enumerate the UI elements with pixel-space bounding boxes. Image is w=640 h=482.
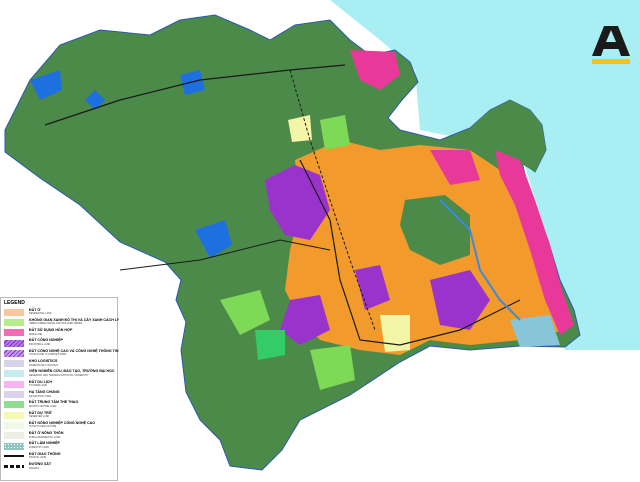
reserve-zone — [380, 315, 410, 352]
water-lake-4 — [85, 90, 105, 110]
legend-swatch — [4, 318, 24, 326]
peninsula-son-tra — [470, 100, 546, 172]
legend-swatch — [4, 360, 24, 368]
legend-label: ĐẤT SỬ DỤNG HỖN HỢP — [29, 328, 73, 333]
legend-sublabel: RESERVED LAND — [29, 415, 50, 419]
legend-label: ĐẤT GIAO THÔNG — [29, 451, 61, 456]
legend-label: ĐẤT Ở NÔNG THÔN — [29, 431, 64, 436]
legend-swatch — [4, 455, 24, 458]
legend-sublabel: RESIDENTIAL LAND — [29, 312, 52, 316]
legend-sublabel: WAREHOUSE LOGISTICS — [29, 363, 59, 367]
mixed-coast — [495, 150, 574, 335]
legend-label: HẠ TẦNG CHUNG — [29, 389, 60, 394]
legend-swatch — [4, 370, 24, 378]
legend-item: ĐẤT LÂM NGHIỆP FORESTRY LAND — [4, 441, 114, 451]
water-lake-3 — [195, 220, 232, 258]
industrial-south — [280, 295, 330, 345]
legend-item: ĐƯỜNG SẮT RAILWAY — [4, 461, 114, 471]
sports-zone — [255, 330, 285, 360]
legend-item: ĐẤT NÔNG NGHIỆP CÔNG NGHỆ CAO HI-TECH AGR… — [4, 420, 114, 430]
water-lake-2 — [30, 70, 62, 100]
highway-west — [119, 239, 331, 271]
brand-logo — [592, 26, 630, 64]
legend-item: ĐẤT CÔNG NGHIỆP INDUSTRIAL LAND — [4, 338, 114, 348]
legend-label: ĐẤT Ở — [29, 307, 41, 312]
legend-label: ĐẤT CÔNG NGHỆ CAO VÀ CÔNG NGHỆ THÔNG TIN — [29, 348, 119, 353]
highway-ring — [299, 159, 521, 346]
map-legend: LEGEND ĐẤT Ở RESIDENTIAL LAND KHÔNG GIAN X… — [0, 297, 119, 481]
legend-sublabel: MIXED USE — [29, 332, 43, 336]
legend-sublabel: INFRASTRUCTURE — [29, 394, 51, 398]
legend-item: ĐẤT SỬ DỤNG HỖN HỢP MIXED USE — [4, 328, 114, 338]
sea — [330, 0, 640, 350]
legend-sublabel: HI-TECH AND IT COMPLEX PARK — [29, 353, 67, 357]
mixed-north — [350, 50, 400, 90]
legend-label: ĐẤT CÔNG NGHIỆP — [29, 338, 63, 343]
legend-sublabel: INDUSTRIAL LAND — [29, 343, 51, 347]
legend-swatch — [4, 308, 24, 316]
legend-swatch — [4, 465, 24, 468]
legend-item: HẠ TẦNG CHUNG INFRASTRUCTURE — [4, 389, 114, 399]
legend-swatch — [4, 329, 24, 337]
green-south — [310, 345, 355, 390]
legend-sublabel: FORESTRY LAND — [29, 446, 49, 449]
legend-sublabel: RURAL RESIDENTIAL LAND — [29, 435, 61, 439]
legend-label: ĐẤT LÂM NGHIỆP — [29, 441, 60, 446]
legend-label: KHÔNG GIAN XANH ĐÔ THỊ VÀ CÂY XANH CÁCH … — [29, 317, 120, 322]
legend-item: ĐẤT TRUNG TÂM THỂ THAO SPORTS CENTRE LAND — [4, 400, 114, 410]
legend-sublabel: URBAN GREEN SPACE AND ISOLATED GREEN — [29, 322, 83, 326]
legend-item: ĐẤT DU LỊCH TOURISM LAND — [4, 379, 114, 389]
industrial-center — [430, 270, 490, 330]
highway-north — [44, 64, 346, 126]
legend-swatch — [4, 339, 24, 347]
water-lake-1 — [180, 70, 205, 95]
legend-item: ĐẤT CÔNG NGHỆ CAO VÀ CÔNG NGHỆ THÔNG TIN… — [4, 348, 118, 358]
river-han — [439, 199, 521, 321]
legend-swatch — [4, 380, 24, 388]
legend-label: KHO LOGISTICS — [29, 359, 58, 364]
legend-item: ĐẤT DỰ TRỮ RESERVED LAND — [4, 410, 114, 420]
reserve-north — [288, 115, 312, 142]
industrial-west — [265, 165, 330, 240]
legend-sublabel: SPORTS CENTRE LAND — [29, 404, 57, 408]
mixed-center — [430, 150, 480, 185]
legend-label: ĐẤT TRUNG TÂM THỂ THAO — [29, 400, 79, 405]
legend-title: LEGEND — [4, 300, 25, 306]
legend-swatch — [4, 442, 24, 450]
legend-swatch — [4, 432, 24, 440]
legend-item: ĐẤT Ở RESIDENTIAL LAND — [4, 307, 114, 317]
legend-label: ĐẤT DU LỊCH — [29, 379, 52, 384]
legend-item: KHÔNG GIAN XANH ĐÔ THỊ VÀ CÂY XANH CÁCH … — [4, 317, 119, 327]
legend-item: VIỆN NGHIÊN CỨU, ĐÀO TẠO, TRƯỜNG ĐẠI HỌC… — [4, 369, 115, 379]
legend-sublabel: TRAFFIC LAND — [29, 456, 47, 460]
research-zone — [510, 315, 560, 347]
legend-swatch — [4, 349, 24, 357]
legend-sublabel: RAILWAY — [29, 466, 40, 470]
green-north — [320, 115, 350, 150]
legend-swatch — [4, 421, 24, 429]
railway — [289, 69, 376, 331]
green-west — [220, 290, 270, 335]
legend-swatch — [4, 391, 24, 399]
legend-label: VIỆN NGHIÊN CỨU, ĐÀO TẠO, TRƯỜNG ĐẠI HỌC — [29, 369, 115, 374]
legend-item: ĐẤT Ở NÔNG THÔN RURAL RESIDENTIAL LAND — [4, 431, 114, 441]
legend-sublabel: RESEARCH AND TRAINING INSTITUTE, UNIVERS… — [29, 373, 89, 377]
legend-item: ĐẤT GIAO THÔNG TRAFFIC LAND — [4, 451, 114, 461]
legend-label: ĐƯỜNG SẮT — [29, 462, 52, 466]
legend-swatch — [4, 411, 24, 419]
legend-swatch — [4, 401, 24, 409]
legend-sublabel: TOURISM LAND — [29, 384, 48, 388]
legend-sublabel: HI-TECH AGRICULTURE — [29, 425, 57, 429]
legend-label: ĐẤT NÔNG NGHIỆP CÔNG NGHỆ CAO — [29, 420, 96, 425]
legend-item: KHO LOGISTICS WAREHOUSE LOGISTICS — [4, 358, 114, 368]
legend-label: ĐẤT DỰ TRỮ — [29, 410, 52, 415]
